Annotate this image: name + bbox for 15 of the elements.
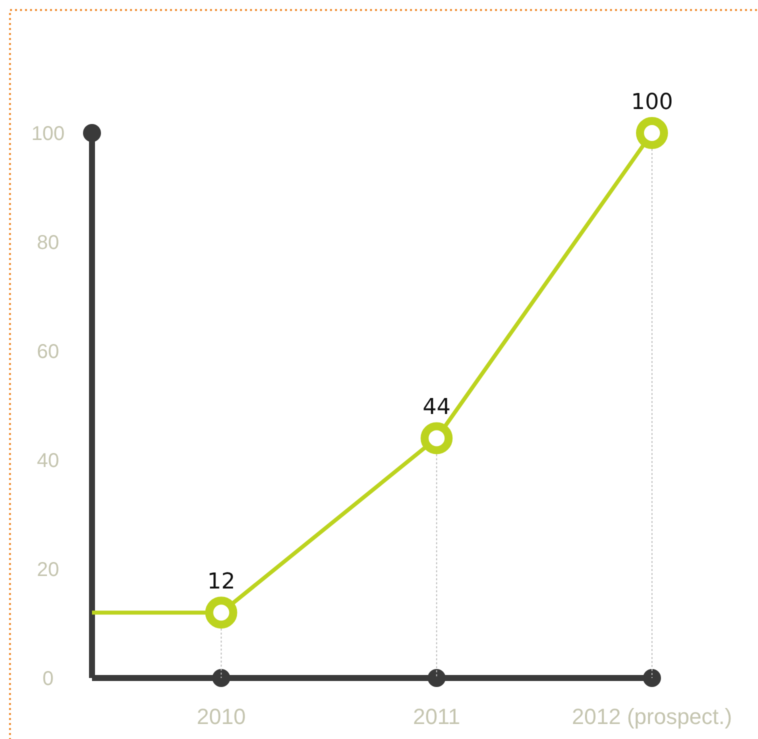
- y-tick-label: 20: [36, 559, 60, 581]
- x-tick-label: 2011: [412, 704, 460, 729]
- data-label: 44: [422, 395, 451, 420]
- y-tick-label: 0: [42, 668, 54, 690]
- x-tick-label: 2012 (prospect.): [572, 704, 732, 729]
- data-label: 100: [631, 90, 673, 115]
- point: [636, 117, 668, 149]
- y-tick-label: 60: [36, 341, 60, 363]
- y-tick-label: 100: [31, 123, 65, 145]
- y-tick-label: 80: [36, 232, 60, 254]
- point: [420, 422, 453, 454]
- y-tick-label: 40: [36, 450, 60, 472]
- x-tick-label: 2010: [196, 704, 246, 729]
- point: [205, 596, 238, 629]
- data-label: 12: [207, 570, 236, 595]
